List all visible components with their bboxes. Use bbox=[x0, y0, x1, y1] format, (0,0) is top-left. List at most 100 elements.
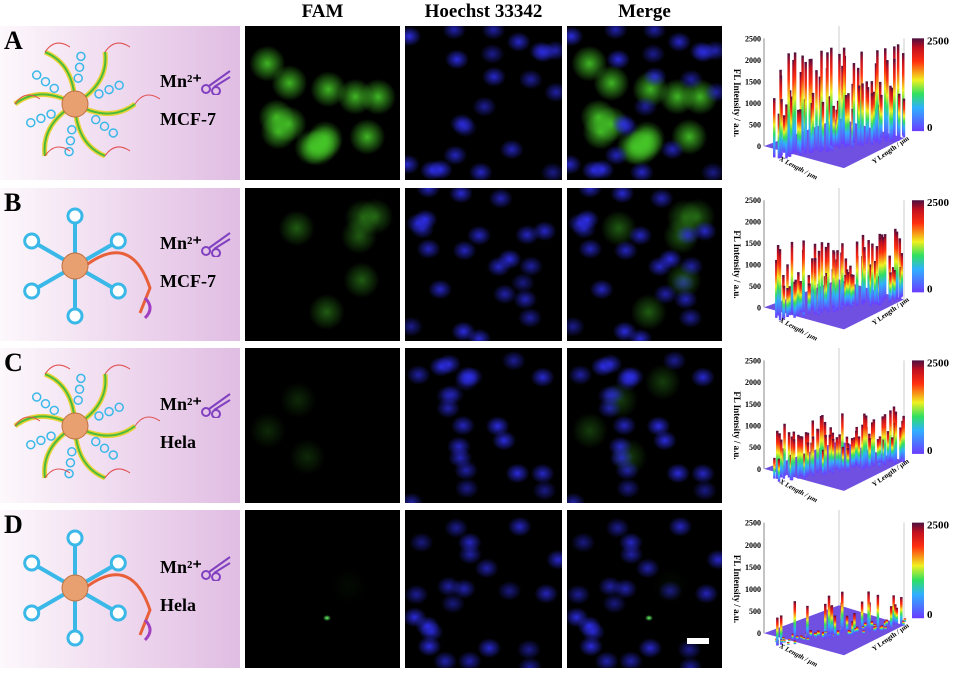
panel-row-b: B Mn²⁺ MCF-7 0 500 1000 1500 2000 2500 FL Inte… bbox=[0, 188, 957, 341]
surface-peak bbox=[886, 60, 889, 139]
surface-peak bbox=[825, 273, 828, 310]
surface-peak bbox=[779, 615, 783, 645]
surface-peak bbox=[806, 637, 810, 641]
z-tick-label: 2500 bbox=[745, 34, 761, 43]
colorbar bbox=[912, 200, 924, 293]
colorbar-max-label: 2500 bbox=[927, 357, 950, 369]
cell-line-label: MCF-7 bbox=[160, 270, 216, 291]
surface-peak bbox=[861, 234, 865, 303]
surface-peak bbox=[862, 630, 865, 634]
colorbar-min-label: 0 bbox=[927, 609, 933, 621]
surface-peak bbox=[799, 436, 802, 476]
z-tick-label: 1000 bbox=[745, 422, 761, 431]
surface-peak bbox=[783, 639, 786, 643]
surface-peak bbox=[852, 63, 856, 143]
colorbar-max-label: 2500 bbox=[927, 520, 950, 532]
scissors-icon bbox=[201, 392, 231, 418]
surface-peak bbox=[873, 624, 877, 628]
panel-letter: A bbox=[4, 26, 23, 55]
surface-peak bbox=[799, 109, 802, 155]
colorbar bbox=[912, 522, 924, 619]
surface-peak bbox=[889, 606, 893, 629]
nanostructure-diagram bbox=[13, 364, 161, 481]
surface-peak bbox=[900, 597, 903, 626]
surface-peak bbox=[902, 98, 906, 138]
panel-row-d: D Mn²⁺ Hela 0 500 1000 1500 2000 2500 FL Inten… bbox=[0, 510, 957, 668]
nanostructure-diagram bbox=[23, 529, 152, 647]
surface-peak bbox=[874, 63, 878, 143]
surface-peak bbox=[869, 264, 873, 306]
probe-schematic: D Mn²⁺ Hela bbox=[0, 510, 240, 668]
micrograph-fam bbox=[245, 26, 400, 180]
surface-peak bbox=[861, 83, 864, 146]
micrograph-merge bbox=[567, 510, 722, 668]
header-hoechst: Hoechst 33342 bbox=[424, 1, 543, 22]
surface-peak bbox=[903, 618, 907, 622]
z-tick-label: 2000 bbox=[745, 378, 761, 387]
surface-peak bbox=[855, 430, 858, 465]
surface-peak bbox=[776, 430, 779, 479]
surface-peak bbox=[876, 50, 879, 142]
surface-peak bbox=[777, 113, 781, 159]
surface-peak bbox=[828, 434, 832, 473]
surface-peak bbox=[808, 59, 812, 153]
surface-peak bbox=[779, 439, 783, 478]
surface-peak bbox=[864, 622, 867, 628]
surface-peak bbox=[880, 94, 883, 138]
scissors-icon bbox=[201, 231, 231, 257]
z-tick-label: 1500 bbox=[745, 563, 761, 572]
cell-line-label: Hela bbox=[160, 595, 196, 615]
surface-peak bbox=[786, 642, 790, 645]
surface-peak bbox=[863, 247, 866, 302]
surface-peak bbox=[872, 91, 876, 140]
surface-peak bbox=[850, 274, 853, 308]
surface-peak bbox=[777, 458, 781, 482]
surface-peak bbox=[853, 437, 856, 468]
surface-peak bbox=[792, 439, 796, 478]
surface-peak bbox=[846, 447, 850, 470]
probe-schematic: C Mn²⁺ Hela bbox=[0, 348, 240, 503]
probe-schematic: B Mn²⁺ MCF-7 bbox=[0, 188, 240, 341]
surface-peak bbox=[802, 637, 806, 641]
surface-peak bbox=[816, 630, 820, 637]
surface-peak bbox=[876, 594, 880, 631]
surface-peak bbox=[791, 633, 795, 640]
surface-peak bbox=[778, 433, 781, 478]
nanostructure-diagram bbox=[13, 42, 161, 159]
surface-peak bbox=[841, 243, 844, 306]
surface-peak bbox=[836, 250, 839, 311]
surface-peak bbox=[861, 626, 865, 629]
z-tick-label: 1500 bbox=[745, 239, 761, 248]
surface-peak bbox=[846, 272, 850, 305]
surface-peak bbox=[793, 52, 797, 153]
surface-peak bbox=[814, 258, 817, 315]
z-axis-label: FL Intensity / a.u. bbox=[732, 230, 742, 298]
surface-peak bbox=[821, 631, 825, 638]
surface-peak bbox=[900, 253, 904, 297]
surface-peak bbox=[836, 100, 840, 146]
surface-peak bbox=[845, 615, 849, 632]
mn-ion-label: Mn²⁺ bbox=[160, 71, 202, 91]
surface-peak bbox=[851, 108, 854, 148]
surface-peak bbox=[878, 436, 882, 463]
surface-peak bbox=[871, 422, 874, 464]
mn-ion-label: Mn²⁺ bbox=[160, 557, 202, 577]
z-tick-label: 2000 bbox=[745, 218, 761, 227]
z-tick-label: 0 bbox=[757, 303, 761, 312]
surface-peak bbox=[815, 70, 818, 150]
surface-peak bbox=[876, 439, 880, 464]
header-merge: Merge bbox=[618, 1, 671, 22]
z-tick-label: 500 bbox=[749, 121, 761, 130]
surface-peak bbox=[817, 250, 821, 312]
surface-peak bbox=[832, 250, 835, 309]
surface-peak bbox=[838, 434, 841, 472]
surface-peak bbox=[851, 621, 854, 636]
micrograph-fam bbox=[245, 348, 400, 503]
probe-schematic: A Mn²⁺ MCF-7 bbox=[0, 26, 240, 180]
surface-peak bbox=[899, 427, 902, 462]
surface-peak bbox=[894, 604, 897, 624]
